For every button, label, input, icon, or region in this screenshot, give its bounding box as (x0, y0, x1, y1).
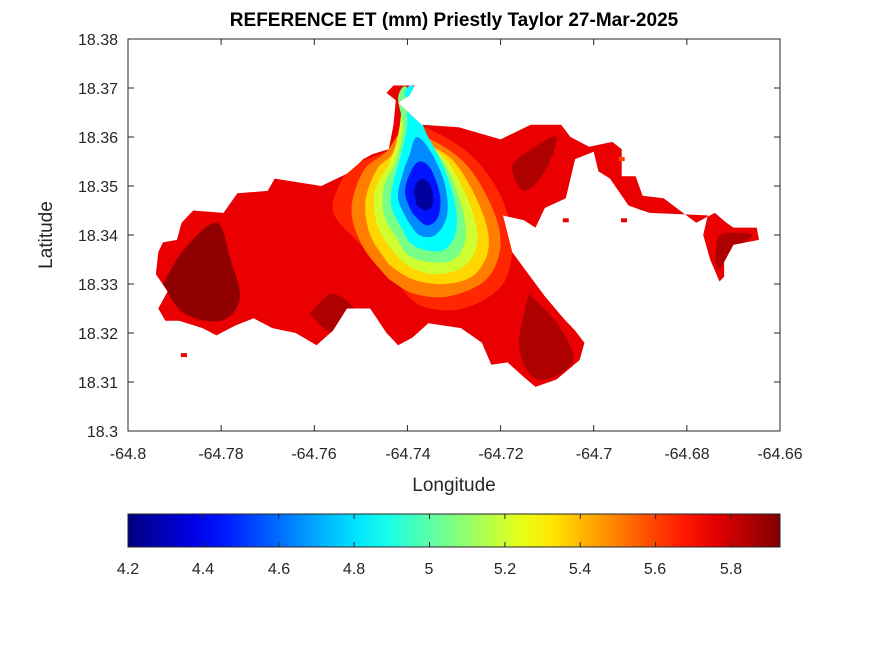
colorbar-tick-label: 5.6 (644, 561, 666, 578)
y-tick-label: 18.36 (78, 130, 118, 147)
y-axis-label: Latitude (36, 201, 57, 269)
colorbar-tick-label: 5.4 (569, 561, 591, 578)
axis-ticks (127, 38, 781, 432)
colorbar-tick-label: 4.8 (343, 561, 365, 578)
et-contour-region (162, 222, 241, 322)
islet (621, 218, 627, 223)
chart-title: REFERENCE ET (mm) Priestly Taylor 27-Mar… (230, 10, 679, 31)
x-tick-label: -64.66 (757, 446, 802, 463)
y-tick-label: 18.35 (78, 179, 118, 196)
y-tick-label: 18.31 (78, 375, 118, 392)
y-tick-label: 18.3 (87, 424, 118, 441)
et-contours (162, 85, 753, 380)
x-tick-label: -64.74 (385, 446, 430, 463)
et-contour-region (414, 178, 434, 211)
x-tick-labels: -64.8 -64.78 -64.76 -64.74 -64.72 -64.7 … (110, 446, 803, 463)
x-tick-label: -64.7 (576, 446, 613, 463)
x-tick-label: -64.68 (664, 446, 709, 463)
map-layer (155, 85, 759, 387)
islet (562, 218, 569, 223)
y-tick-label: 18.32 (78, 326, 118, 343)
islet (169, 313, 176, 318)
y-tick-label: 18.33 (78, 277, 118, 294)
x-tick-label: -64.76 (291, 446, 336, 463)
x-tick-label: -64.78 (198, 446, 243, 463)
colorbar-tick-label: 4.6 (268, 561, 290, 578)
land-mass (155, 85, 759, 387)
et-contour-region (512, 136, 557, 191)
colorbar-tick-label: 5.2 (494, 561, 516, 578)
islets (169, 157, 627, 358)
y-tick-labels: 18.3 18.31 18.32 18.33 18.34 18.35 18.36… (78, 32, 118, 441)
y-tick-label: 18.38 (78, 32, 118, 49)
colorbar-tick-label: 5 (425, 561, 434, 578)
y-tick-label: 18.34 (78, 228, 118, 245)
x-axis-label: Longitude (412, 475, 495, 496)
y-tick-label: 18.37 (78, 81, 118, 98)
colorbar-tick-labels: 4.2 4.4 4.6 4.8 5 5.2 5.4 5.6 5.8 (117, 561, 742, 578)
islet (618, 157, 625, 162)
x-tick-label: -64.72 (478, 446, 523, 463)
colorbar-tick-label: 4.4 (192, 561, 214, 578)
islet (180, 353, 187, 358)
colorbar-ticks (127, 514, 732, 547)
et-contour-region (715, 232, 753, 270)
colorbar-tick-label: 4.2 (117, 561, 139, 578)
x-tick-label: -64.8 (110, 446, 147, 463)
et-contour-region (519, 293, 574, 380)
colorbar-tick-label: 5.8 (720, 561, 742, 578)
colorbar (127, 513, 781, 548)
